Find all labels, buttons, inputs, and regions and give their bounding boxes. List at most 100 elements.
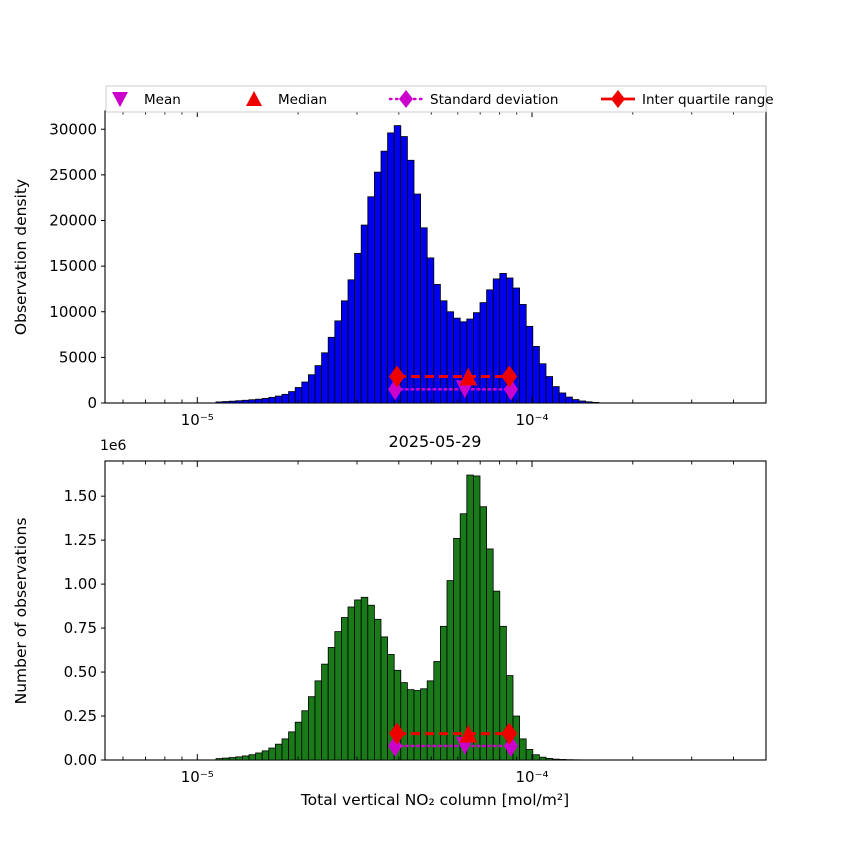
histogram-bar (294, 721, 303, 761)
y-tick-label: 1.00 (64, 575, 97, 593)
histogram-bar (347, 606, 355, 761)
histogram-bar (525, 325, 534, 404)
histogram-bar (360, 224, 369, 404)
histogram-bar (532, 754, 540, 761)
histogram-bar (222, 757, 230, 761)
top-y-axis-label: Observation density (12, 179, 30, 335)
histogram-bar (228, 757, 237, 761)
histogram-bar (288, 731, 296, 761)
x-tick-label: 10⁻⁵ (181, 411, 214, 429)
legend-label: Inter quartile range (642, 92, 774, 108)
y-tick-label: 30000 (49, 120, 97, 138)
histogram-bar (241, 399, 250, 404)
top-statistics-markers (388, 365, 518, 401)
histogram-bar (413, 690, 421, 761)
histogram-bar (340, 300, 349, 404)
histogram-bar (459, 513, 468, 761)
histogram-bar (578, 400, 586, 404)
histogram-bar (347, 279, 355, 404)
triangle-down-icon (112, 92, 128, 107)
histogram-bar (228, 400, 237, 404)
x-tick-label: 10⁻⁴ (516, 768, 549, 786)
histogram-bar (439, 300, 448, 404)
histogram-bar (572, 399, 580, 404)
bottom-axis-ticks (101, 461, 767, 761)
y-tick-label: 5000 (59, 348, 97, 366)
histogram-bar (334, 320, 342, 404)
histogram-bar (321, 352, 329, 404)
histogram-bar (288, 391, 296, 404)
histogram-bar (281, 393, 289, 404)
page-title: 2025-05-29 (389, 432, 482, 451)
top-x-tick-labels: 10⁻⁵ 10⁻⁴ (181, 411, 549, 429)
histogram-bar (413, 193, 421, 404)
legend-label: Mean (144, 92, 181, 108)
top-histogram-bars (215, 125, 600, 404)
histogram-bar (400, 682, 408, 761)
bottom-y-tick-labels: 0.00 0.25 0.50 0.75 1.00 1.25 1.50 (64, 487, 97, 769)
histogram-bar (307, 374, 316, 404)
histogram-bar (215, 401, 223, 404)
histogram-bar (552, 758, 560, 761)
legend-frame (105, 85, 767, 113)
histogram-bar (479, 302, 487, 404)
histogram-bar (301, 381, 309, 404)
bottom-axes: 0.00 0.25 0.50 0.75 1.00 1.25 1.50 10⁻⁵ 10⁻⁴ 1e… (12, 438, 767, 809)
histogram-bar (314, 365, 322, 404)
y-tick-label: 0.75 (64, 619, 97, 637)
histogram-bar (274, 743, 283, 761)
histogram-bar (492, 278, 501, 404)
legend: Mean Median Standard deviation Inter quarti… (105, 85, 774, 113)
iqr-marker-q1 (388, 722, 405, 745)
histogram-bar (439, 625, 448, 761)
histogram-bar (327, 647, 336, 761)
histogram-bar (327, 336, 336, 404)
histogram-bar (248, 754, 256, 761)
histogram-bar (400, 136, 408, 404)
histogram-bar (334, 631, 342, 761)
y-tick-label: 0.25 (64, 707, 97, 725)
histogram-bar (268, 396, 276, 404)
histogram-bar (558, 392, 567, 404)
histogram-bar (387, 132, 395, 404)
histogram-bar (558, 759, 567, 761)
histogram-bar (591, 401, 600, 404)
histogram-bar (406, 159, 415, 404)
y-tick-label: 0.00 (64, 751, 97, 769)
histogram-bar (340, 617, 349, 761)
histogram-bar (314, 680, 322, 761)
histogram-bar (426, 680, 435, 761)
histogram-bar (261, 750, 270, 761)
y-tick-label: 1.50 (64, 487, 97, 505)
histogram-bar (486, 548, 494, 761)
histogram-bar (235, 400, 243, 404)
histogram-bar (380, 150, 388, 404)
bottom-x-tick-labels: 10⁻⁵ 10⁻⁴ (181, 768, 549, 786)
triangle-up-icon (246, 91, 262, 106)
histogram-bar (241, 755, 250, 761)
histogram-bar (354, 252, 362, 404)
histogram-bar (486, 289, 494, 404)
histogram-bar (499, 625, 507, 761)
histogram-bar (307, 696, 316, 761)
histogram-bar (393, 125, 402, 404)
histogram-bar (406, 689, 415, 761)
iqr-marker-q1 (388, 365, 405, 388)
histogram-bar (255, 398, 263, 404)
histogram-bar (545, 376, 553, 404)
histogram-bar (261, 398, 270, 404)
histogram-bar (373, 171, 382, 404)
histogram-bar (367, 196, 375, 404)
histogram-bar (321, 663, 329, 761)
histogram-bar (420, 688, 428, 761)
histogram-bar (552, 386, 560, 404)
histogram-bar (235, 756, 243, 761)
histogram-bar (565, 396, 573, 404)
histogram-bar (268, 747, 276, 761)
histogram-bar (301, 710, 309, 761)
histogram-bar (539, 756, 547, 761)
histogram-bar (545, 758, 553, 761)
histogram-bar (255, 752, 263, 761)
legend-entries: Mean Median Standard deviation Inter quarti… (112, 90, 774, 108)
